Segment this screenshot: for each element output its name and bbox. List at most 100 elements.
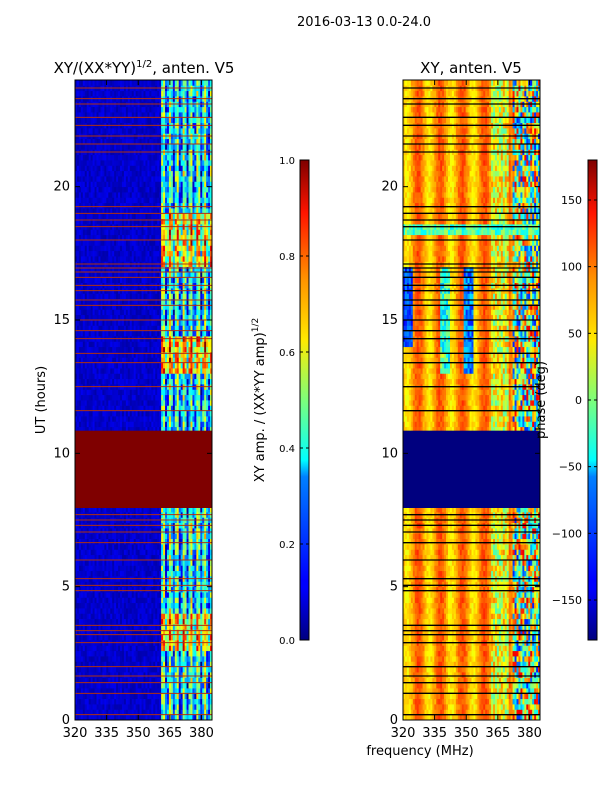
- heat-cell: [90, 320, 94, 326]
- heat-cell: [202, 266, 205, 273]
- heat-cell: [200, 661, 203, 668]
- heat-cell: [159, 554, 162, 561]
- heat-cell: [190, 565, 193, 572]
- heat-cell: [133, 410, 137, 417]
- heat-cell: [100, 693, 103, 700]
- heat-cell: [210, 368, 212, 374]
- heat-cell: [165, 394, 168, 401]
- heat-cell: [210, 352, 212, 358]
- heat-cell: [196, 426, 199, 433]
- heat-cell: [88, 346, 92, 353]
- heat-cell: [78, 544, 82, 550]
- heat-cell: [88, 688, 92, 694]
- heat-cell: [163, 597, 166, 604]
- heat-cell: [121, 618, 125, 625]
- heat-cell: [192, 400, 195, 406]
- heat-cell: [186, 650, 189, 657]
- heat-cell: [131, 389, 135, 396]
- heat-cell: [114, 544, 117, 550]
- heat-cell: [137, 277, 140, 284]
- heat-cell: [186, 554, 189, 561]
- heat-cell: [118, 304, 121, 310]
- heat-cell: [157, 341, 160, 348]
- heat-cell: [147, 608, 150, 614]
- heat-cell: [121, 346, 125, 353]
- heat-cell: [98, 645, 101, 652]
- heat-cell: [176, 624, 180, 630]
- heat-cell: [180, 565, 184, 572]
- heat-cell: [121, 309, 125, 316]
- heat-cell: [202, 373, 205, 380]
- heat-cell: [147, 272, 150, 278]
- heat-cell: [131, 565, 135, 572]
- heat-cell: [196, 314, 199, 321]
- heat-cell: [190, 672, 193, 678]
- heat-cell: [121, 592, 125, 598]
- heat-cell: [157, 586, 160, 593]
- heat-cell: [106, 656, 109, 662]
- heat-cell: [100, 565, 103, 572]
- heat-cell: [127, 325, 131, 332]
- heat-cell: [116, 528, 119, 534]
- heat-cell: [196, 688, 199, 694]
- heat-cell: [200, 586, 203, 593]
- heat-cell: [210, 538, 212, 545]
- heat-cell: [94, 304, 97, 310]
- heat-cell: [120, 714, 123, 720]
- heat-cell: [161, 650, 164, 657]
- heat-cell: [159, 389, 162, 396]
- heat-cell: [196, 309, 199, 316]
- heat-cell: [186, 389, 189, 396]
- heat-cell: [202, 666, 205, 673]
- heat-cell: [188, 378, 191, 385]
- heat-cell: [166, 554, 170, 561]
- heat-cell: [200, 608, 203, 614]
- heat-cell: [86, 570, 90, 577]
- heat-cell: [123, 362, 127, 369]
- heat-cell: [178, 645, 182, 652]
- heat-cell: [137, 554, 140, 561]
- heat-cell: [208, 714, 211, 720]
- heat-cell: [90, 400, 94, 406]
- heat-cell: [100, 586, 103, 593]
- heat-cell: [120, 544, 123, 550]
- heat-cell: [149, 704, 152, 710]
- heat-cell: [149, 554, 152, 561]
- heat-cell: [76, 709, 80, 716]
- heat-cell: [125, 314, 129, 321]
- heat-cell: [159, 624, 162, 630]
- heat-cell: [165, 554, 168, 561]
- heat-cell: [116, 325, 119, 332]
- heat-cell: [98, 666, 101, 673]
- heat-cell: [166, 378, 170, 385]
- heat-cell: [131, 352, 135, 358]
- heat-cell: [96, 266, 99, 273]
- heat-cell: [120, 565, 123, 572]
- heat-cell: [166, 704, 170, 710]
- heat-cell: [143, 682, 146, 689]
- heat-cell: [170, 714, 174, 720]
- heat-cell: [143, 309, 146, 316]
- heat-cell: [112, 704, 115, 710]
- heat-cell: [161, 709, 164, 716]
- heat-cell: [145, 325, 148, 332]
- heat-cell: [88, 672, 92, 678]
- heat-cell: [182, 410, 185, 417]
- heat-cell: [139, 325, 142, 332]
- heat-cell: [170, 394, 174, 401]
- heat-cell: [163, 544, 166, 550]
- heat-cell: [127, 693, 131, 700]
- heat-cell: [108, 682, 111, 689]
- heat-cell: [129, 266, 133, 273]
- heat-cell: [145, 320, 148, 326]
- heat-cell: [192, 341, 195, 348]
- heat-cell: [166, 549, 170, 556]
- heat-cell: [88, 586, 92, 593]
- heat-cell: [147, 266, 150, 273]
- heat-cell: [188, 704, 191, 710]
- heat-cell: [139, 656, 142, 662]
- heat-cell: [166, 405, 170, 412]
- heat-cell: [206, 549, 209, 556]
- heat-cell: [161, 624, 164, 630]
- heat-cell: [168, 624, 172, 630]
